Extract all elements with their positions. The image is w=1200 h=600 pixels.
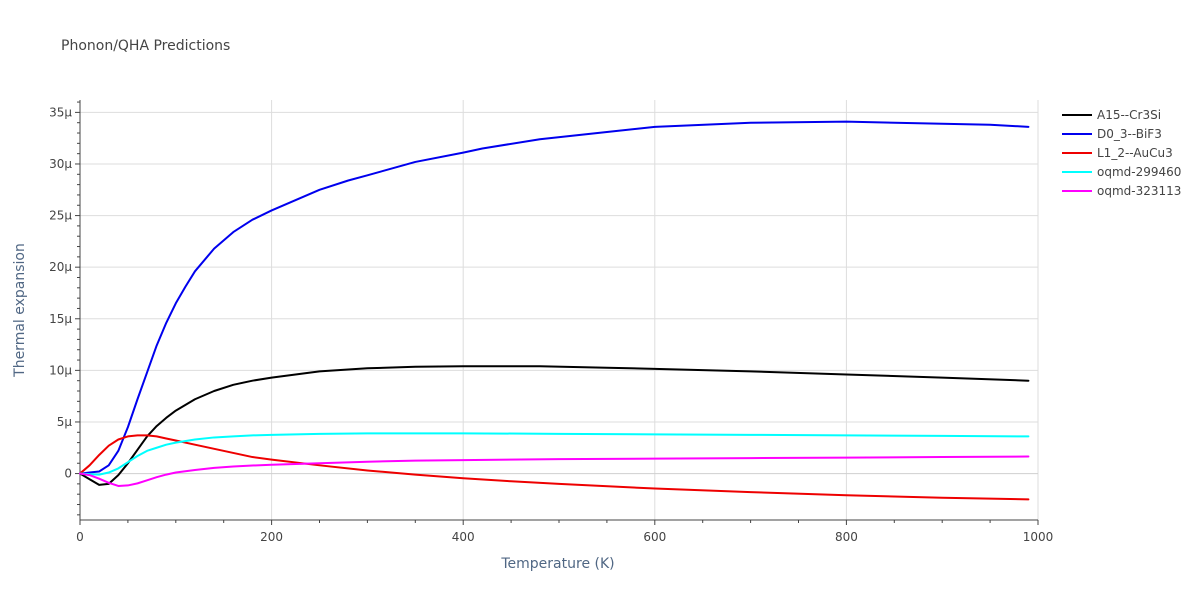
legend-label: A15--Cr3Si <box>1097 108 1161 122</box>
series-line-a15-cr3si[interactable] <box>79 365 1030 486</box>
y-tick-label: 20μ <box>49 260 72 274</box>
legend-label: L1_2--AuCu3 <box>1097 146 1173 160</box>
x-tick-label: 1000 <box>1023 530 1054 544</box>
y-tick-label: 10μ <box>49 363 72 377</box>
x-tick-label: 400 <box>452 530 475 544</box>
y-tick-label: 35μ <box>49 105 72 119</box>
legend-item[interactable]: D0_3--BiF3 <box>1062 127 1162 141</box>
legend-label: oqmd-323113 <box>1097 184 1181 198</box>
x-tick-label: 800 <box>835 530 858 544</box>
legend-item[interactable]: L1_2--AuCu3 <box>1062 146 1173 160</box>
series-line-d0-3-bif3[interactable] <box>79 120 1030 475</box>
y-tick-label: 0 <box>64 467 72 481</box>
legend-item[interactable]: A15--Cr3Si <box>1062 108 1161 122</box>
x-tick-label: 0 <box>76 530 84 544</box>
legend-label: D0_3--BiF3 <box>1097 127 1162 141</box>
chart-title: Phonon/QHA Predictions <box>61 38 230 54</box>
legend-item[interactable]: oqmd-323113 <box>1062 184 1181 198</box>
series-line-oqmd-323113[interactable] <box>79 455 1030 487</box>
legend-label: oqmd-299460 <box>1097 165 1181 179</box>
y-tick-label: 30μ <box>49 157 72 171</box>
series-line-oqmd-299460[interactable] <box>79 432 1030 476</box>
plot-area[interactable] <box>79 120 1030 501</box>
axes: 0 200 400 600 800 1000 0 5μ 10μ 15μ 20μ 25μ 30μ 35μ <box>49 100 1053 544</box>
x-tick-label: 200 <box>260 530 283 544</box>
x-tick-label: 600 <box>643 530 666 544</box>
legend-item[interactable]: oqmd-299460 <box>1062 165 1181 179</box>
series-line-l1-2-aucu3[interactable] <box>79 434 1030 501</box>
y-tick-label: 15μ <box>49 312 72 326</box>
x-axis-title: Temperature (K) <box>500 556 614 572</box>
y-tick-label: 25μ <box>49 209 72 223</box>
gridlines <box>80 100 1039 520</box>
y-axis-title: Thermal expansion <box>12 243 28 378</box>
legend[interactable]: A15--Cr3Si D0_3--BiF3 L1_2--AuCu3 oqmd-2994… <box>1062 108 1181 198</box>
y-tick-label: 5μ <box>57 415 73 429</box>
